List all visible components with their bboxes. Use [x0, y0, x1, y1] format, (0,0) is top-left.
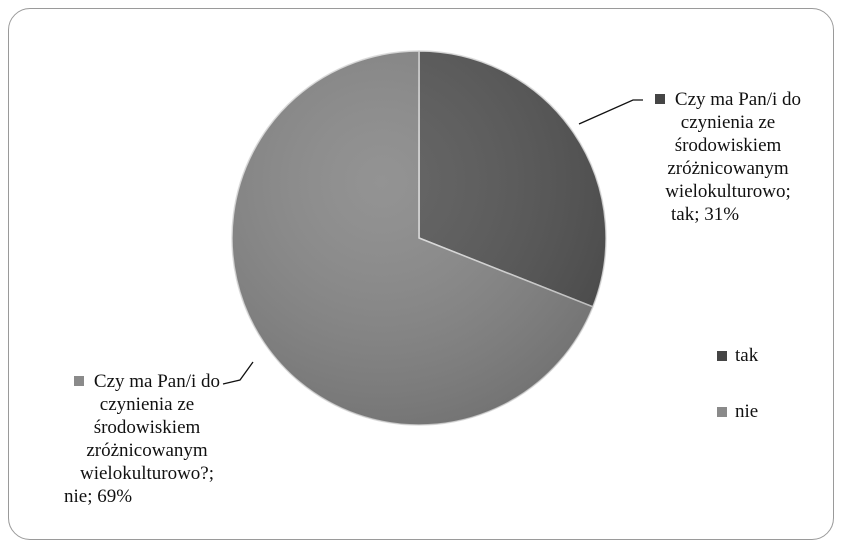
- data-label-nie: Czy ma Pan/i do czynienia ze środowiskie…: [42, 370, 252, 508]
- leader-line-tak: [578, 99, 643, 125]
- legend: tak nie: [717, 340, 758, 452]
- data-label-tak-line-3: środowiskiem: [674, 135, 782, 156]
- data-label-nie-line-6: nie; 69%: [64, 486, 133, 507]
- data-label-tak-marker: [654, 94, 665, 104]
- legend-item-tak: tak: [717, 340, 758, 372]
- data-label-nie-line-5: wielokulturowo?;: [79, 463, 215, 484]
- data-label-tak-line-5: wielokulturowo;: [665, 181, 791, 202]
- data-label-nie-line-4: zróżnicowanym: [86, 440, 208, 461]
- data-label-nie-line-1: Czy ma Pan/i do: [42, 370, 252, 393]
- legend-marker-nie: [717, 407, 727, 417]
- data-label-nie-marker: [73, 376, 84, 386]
- legend-label-tak: tak: [735, 345, 759, 366]
- leader-line-nie: [222, 361, 254, 385]
- data-label-tak: Czy ma Pan/i do czynienia ze środowiskie…: [643, 88, 813, 226]
- data-label-tak-line-4: zróżnicowanym: [667, 158, 789, 179]
- legend-label-nie: nie: [735, 401, 759, 422]
- data-label-tak-line-2: czynienia ze: [680, 112, 776, 133]
- legend-item-nie: nie: [717, 396, 758, 428]
- data-label-tak-line-1: Czy ma Pan/i do: [643, 88, 813, 111]
- data-label-nie-line-2: czynienia ze: [99, 394, 195, 415]
- legend-marker-tak: [717, 351, 727, 361]
- data-label-tak-line-6: tak; 31%: [671, 204, 740, 225]
- data-label-nie-line-3: środowiskiem: [93, 417, 201, 438]
